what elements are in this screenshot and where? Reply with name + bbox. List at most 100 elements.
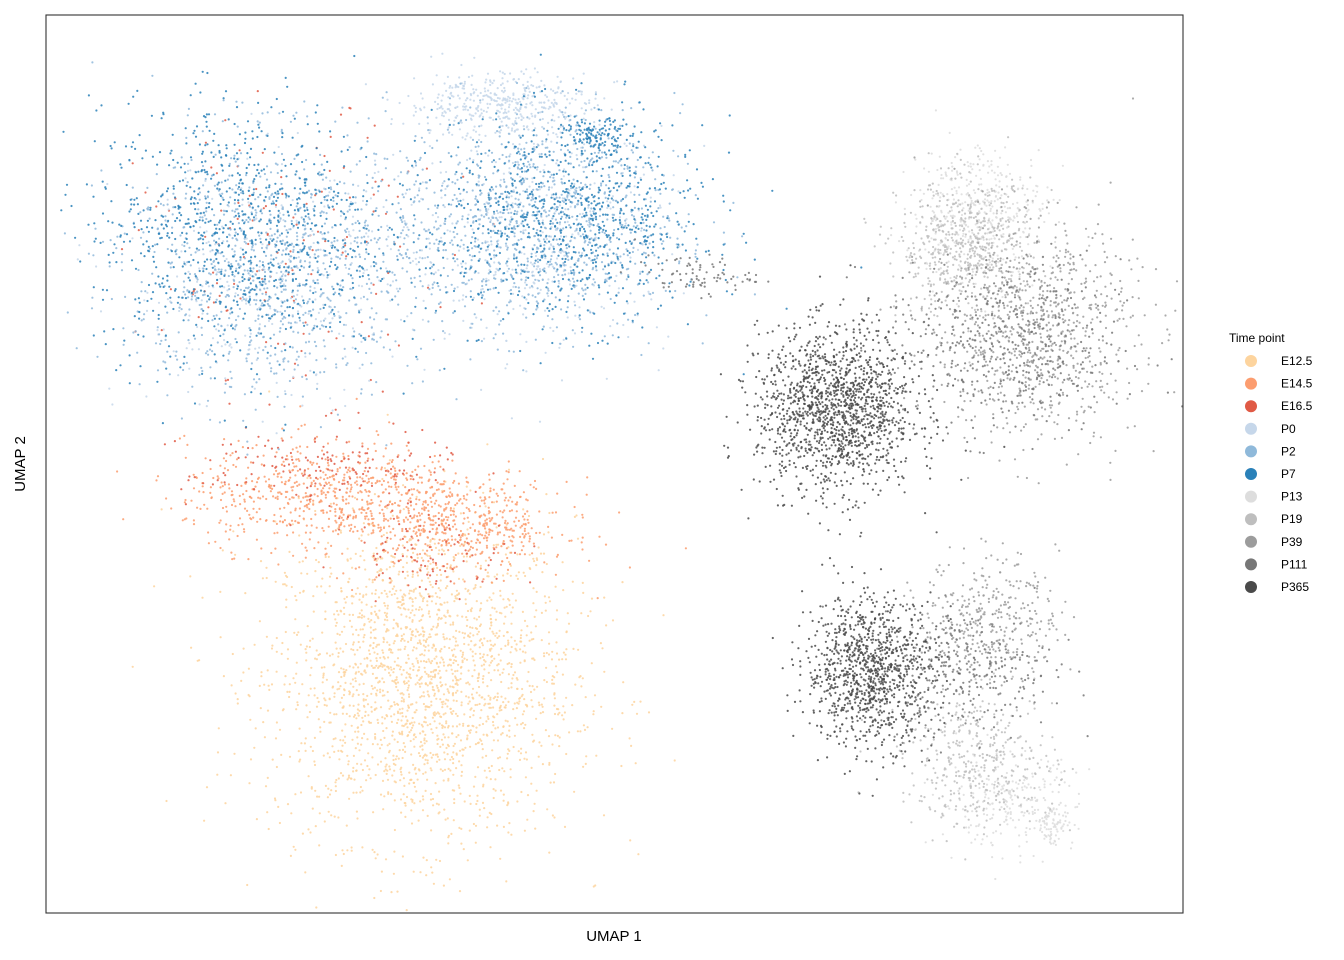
data-point bbox=[292, 469, 294, 471]
data-point bbox=[402, 473, 404, 475]
data-point bbox=[573, 143, 575, 145]
data-point bbox=[394, 473, 396, 475]
data-point bbox=[508, 687, 510, 689]
data-point bbox=[354, 653, 356, 655]
data-point bbox=[624, 143, 626, 145]
data-point bbox=[397, 689, 399, 691]
data-point bbox=[457, 541, 459, 543]
data-point bbox=[579, 213, 581, 215]
data-point bbox=[480, 125, 482, 127]
data-point bbox=[352, 649, 354, 651]
data-point bbox=[250, 758, 252, 760]
data-point bbox=[345, 467, 347, 469]
data-point bbox=[304, 352, 306, 354]
data-point bbox=[425, 683, 427, 685]
data-point bbox=[412, 717, 414, 719]
data-point bbox=[356, 736, 358, 738]
data-point bbox=[392, 588, 394, 590]
data-point bbox=[423, 501, 425, 503]
data-point bbox=[397, 456, 399, 458]
data-point bbox=[377, 171, 379, 173]
data-point bbox=[217, 751, 219, 753]
data-point bbox=[212, 337, 214, 339]
data-point bbox=[259, 238, 261, 240]
data-point bbox=[515, 117, 517, 119]
data-point bbox=[516, 677, 518, 679]
data-point bbox=[161, 508, 163, 510]
data-point bbox=[423, 508, 425, 510]
data-point bbox=[523, 710, 525, 712]
data-point bbox=[462, 299, 464, 301]
data-point bbox=[455, 640, 457, 642]
data-point bbox=[430, 728, 432, 730]
data-point bbox=[419, 476, 421, 478]
data-point bbox=[430, 701, 432, 703]
data-point bbox=[547, 526, 549, 528]
data-point bbox=[329, 476, 331, 478]
data-point bbox=[301, 295, 303, 297]
data-point bbox=[251, 473, 253, 475]
data-point bbox=[329, 484, 331, 486]
data-point bbox=[361, 617, 363, 619]
data-point bbox=[359, 455, 361, 457]
data-point bbox=[384, 612, 386, 614]
data-point bbox=[430, 262, 432, 264]
data-point bbox=[497, 696, 499, 698]
data-point bbox=[511, 202, 513, 204]
data-point bbox=[526, 680, 528, 682]
data-point bbox=[338, 333, 340, 335]
data-point bbox=[291, 269, 293, 271]
data-point bbox=[286, 534, 288, 536]
data-point bbox=[231, 558, 233, 560]
data-point bbox=[580, 612, 582, 614]
data-point bbox=[409, 538, 411, 540]
data-point bbox=[279, 822, 281, 824]
data-point bbox=[275, 204, 277, 206]
data-point bbox=[177, 374, 179, 376]
data-point bbox=[397, 719, 399, 721]
data-point bbox=[391, 721, 393, 723]
data-point bbox=[444, 570, 446, 572]
data-point bbox=[431, 660, 433, 662]
data-point bbox=[483, 659, 485, 661]
data-point bbox=[489, 699, 491, 701]
data-point bbox=[485, 532, 487, 534]
data-point bbox=[408, 442, 410, 444]
data-point bbox=[390, 538, 392, 540]
data-point bbox=[321, 490, 323, 492]
data-point bbox=[296, 662, 298, 664]
data-point bbox=[545, 493, 547, 495]
data-point bbox=[423, 631, 425, 633]
data-point bbox=[370, 513, 372, 515]
data-point bbox=[225, 506, 227, 508]
data-point bbox=[339, 489, 341, 491]
data-point bbox=[417, 642, 419, 644]
data-point bbox=[598, 124, 600, 126]
data-point bbox=[310, 477, 312, 479]
data-point bbox=[460, 828, 462, 830]
data-point bbox=[415, 503, 417, 505]
data-point bbox=[450, 509, 452, 511]
data-point bbox=[468, 533, 470, 535]
data-point bbox=[493, 552, 495, 554]
data-point bbox=[342, 739, 344, 741]
series-E16.5 bbox=[121, 90, 536, 602]
data-point bbox=[400, 693, 402, 695]
data-point bbox=[515, 107, 517, 109]
data-point bbox=[390, 248, 392, 250]
data-point bbox=[257, 497, 259, 499]
data-point bbox=[305, 704, 307, 706]
data-point bbox=[549, 106, 551, 108]
data-point bbox=[452, 673, 454, 675]
data-point bbox=[292, 462, 294, 464]
data-point bbox=[363, 733, 365, 735]
data-point bbox=[397, 649, 399, 651]
data-point bbox=[486, 776, 488, 778]
data-point bbox=[450, 514, 452, 516]
data-point bbox=[202, 253, 204, 255]
data-point bbox=[343, 479, 345, 481]
data-point bbox=[533, 740, 535, 742]
data-point bbox=[253, 501, 255, 503]
data-point bbox=[543, 107, 545, 109]
data-point bbox=[494, 643, 496, 645]
